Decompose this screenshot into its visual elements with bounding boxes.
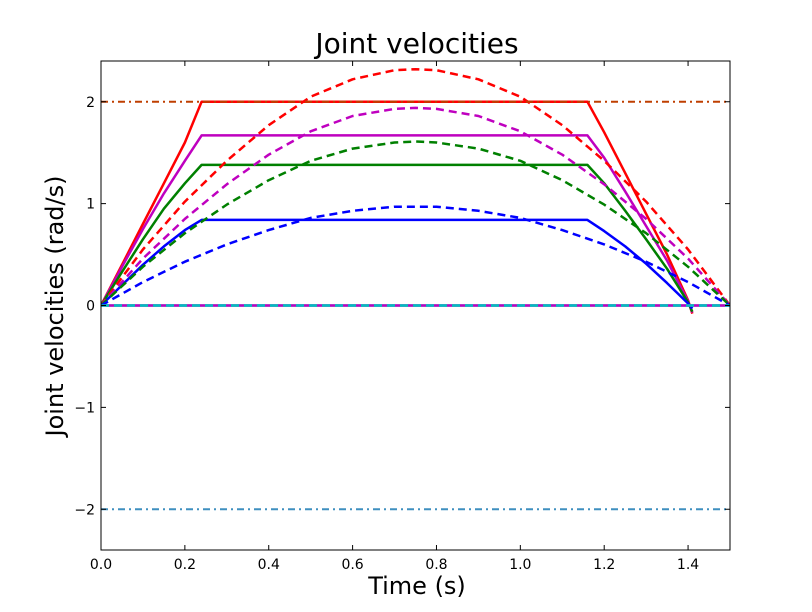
y-tick-label: 0 <box>86 299 95 315</box>
x-tick-label: 0.6 <box>341 557 363 573</box>
y-tick-label: 1 <box>86 197 95 213</box>
chart-title: Joint velocities <box>313 27 518 60</box>
x-tick-label: 0.2 <box>174 557 196 573</box>
x-tick-label: 1.0 <box>509 557 531 573</box>
y-tick-label: 2 <box>86 95 95 111</box>
series-line-4 <box>101 218 694 310</box>
x-tick-label: 0.4 <box>258 557 280 573</box>
y-tick-label: −1 <box>74 400 95 416</box>
series-layer <box>101 67 730 511</box>
series-line-10 <box>101 205 730 307</box>
x-tick-label: 0.0 <box>90 557 112 573</box>
x-tick-label: 1.4 <box>677 557 699 573</box>
y-tick-label: −2 <box>74 502 95 518</box>
series-line-7 <box>101 67 730 307</box>
series-line-1 <box>101 100 694 314</box>
series-line-9 <box>101 140 730 307</box>
axes: 0.0 0.2 0.4 0.6 0.8 1.0 1.2 1.4 −2 −1 0 1 2 <box>74 60 731 573</box>
x-tick-label: 1.2 <box>593 557 615 573</box>
series-line-3 <box>101 163 694 313</box>
series-line-8 <box>101 106 730 307</box>
series-group <box>101 67 730 511</box>
series-line-2 <box>101 134 694 314</box>
y-axis-label: Joint velocities (rad/s) <box>41 176 69 439</box>
x-tick-label: 0.8 <box>425 557 447 573</box>
x-axis-label: Time (s) <box>367 572 466 600</box>
